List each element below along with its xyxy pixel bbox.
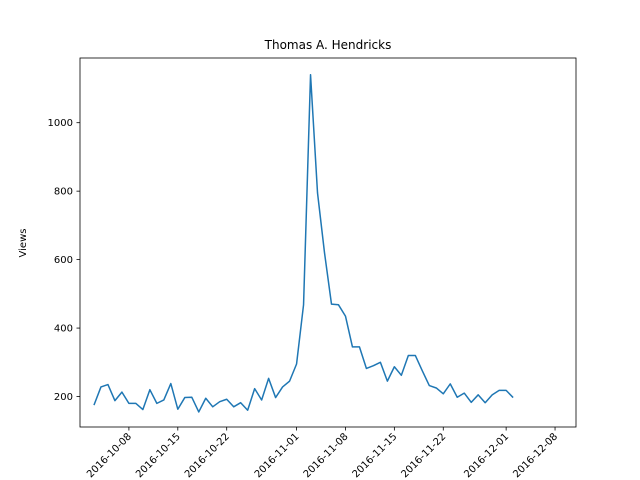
x-tick-label: 2016-11-08 [302, 431, 351, 480]
x-tick-label: 2016-11-01 [253, 431, 302, 480]
y-tick-label: 800 [54, 187, 73, 198]
x-tick-label: 2016-10-08 [85, 431, 134, 480]
y-axis: 200 400 600 800 1000 [48, 118, 80, 403]
x-tick-label: 2016-11-15 [351, 431, 400, 480]
plot-frame [79, 57, 577, 428]
x-tick-label: 2016-10-22 [183, 431, 232, 480]
y-tick-label: 200 [54, 392, 73, 403]
y-tick-label: 400 [54, 324, 73, 335]
y-axis-label: Views [18, 229, 29, 258]
x-tick-label: 2016-12-01 [462, 431, 511, 480]
chart-title: Thomas A. Hendricks [264, 38, 392, 52]
x-tick-label: 2016-11-22 [400, 431, 449, 480]
y-tick-label: 600 [54, 255, 73, 266]
series-line [93, 74, 514, 413]
x-tick-label: 2016-10-15 [134, 431, 183, 480]
y-tick-label: 1000 [48, 118, 73, 129]
x-tick-label: 2016-12-08 [511, 431, 560, 480]
x-axis: 2016-10-08 2016-10-15 2016-10-22 2016-11-01… [85, 427, 560, 480]
